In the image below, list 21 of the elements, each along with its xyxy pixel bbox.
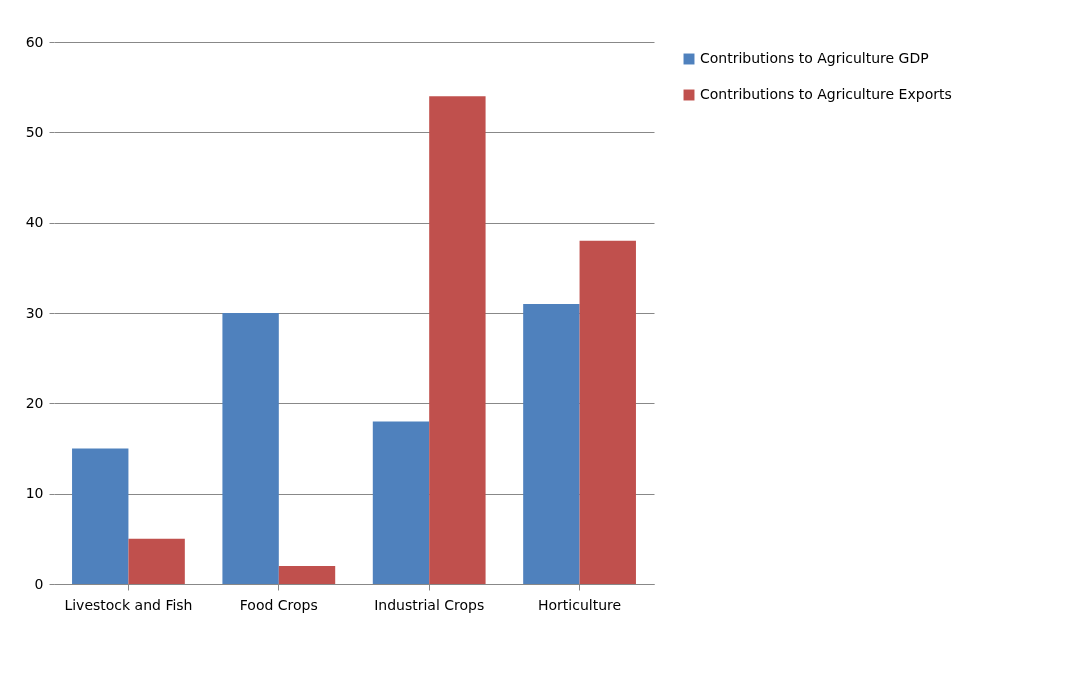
- y-tick-label: 20: [25, 394, 44, 411]
- y-tick-label: 50: [25, 123, 44, 140]
- y-tick-label: 40: [25, 214, 44, 231]
- legend-label: Contributions to Agriculture Exports: [700, 86, 952, 102]
- y-tick-label: 0: [34, 575, 44, 592]
- bar: [72, 448, 129, 584]
- x-tick-label: Food Crops: [239, 596, 318, 613]
- bar: [128, 538, 185, 584]
- bar: [278, 565, 336, 584]
- bar: [523, 303, 580, 584]
- y-tick-label: 30: [25, 304, 44, 321]
- bar: [222, 313, 279, 584]
- bar: [429, 96, 486, 584]
- y-tick-label: 10: [25, 485, 44, 502]
- bar: [579, 240, 636, 584]
- x-tick-label: Livestock and Fish: [64, 596, 193, 613]
- legend-label: Contributions to Agriculture GDP: [700, 50, 929, 66]
- y-tick-label: 60: [25, 33, 44, 50]
- x-tick-label: Industrial Crops: [374, 596, 485, 613]
- bar: [372, 421, 430, 584]
- x-tick-label: Horticulture: [538, 596, 622, 613]
